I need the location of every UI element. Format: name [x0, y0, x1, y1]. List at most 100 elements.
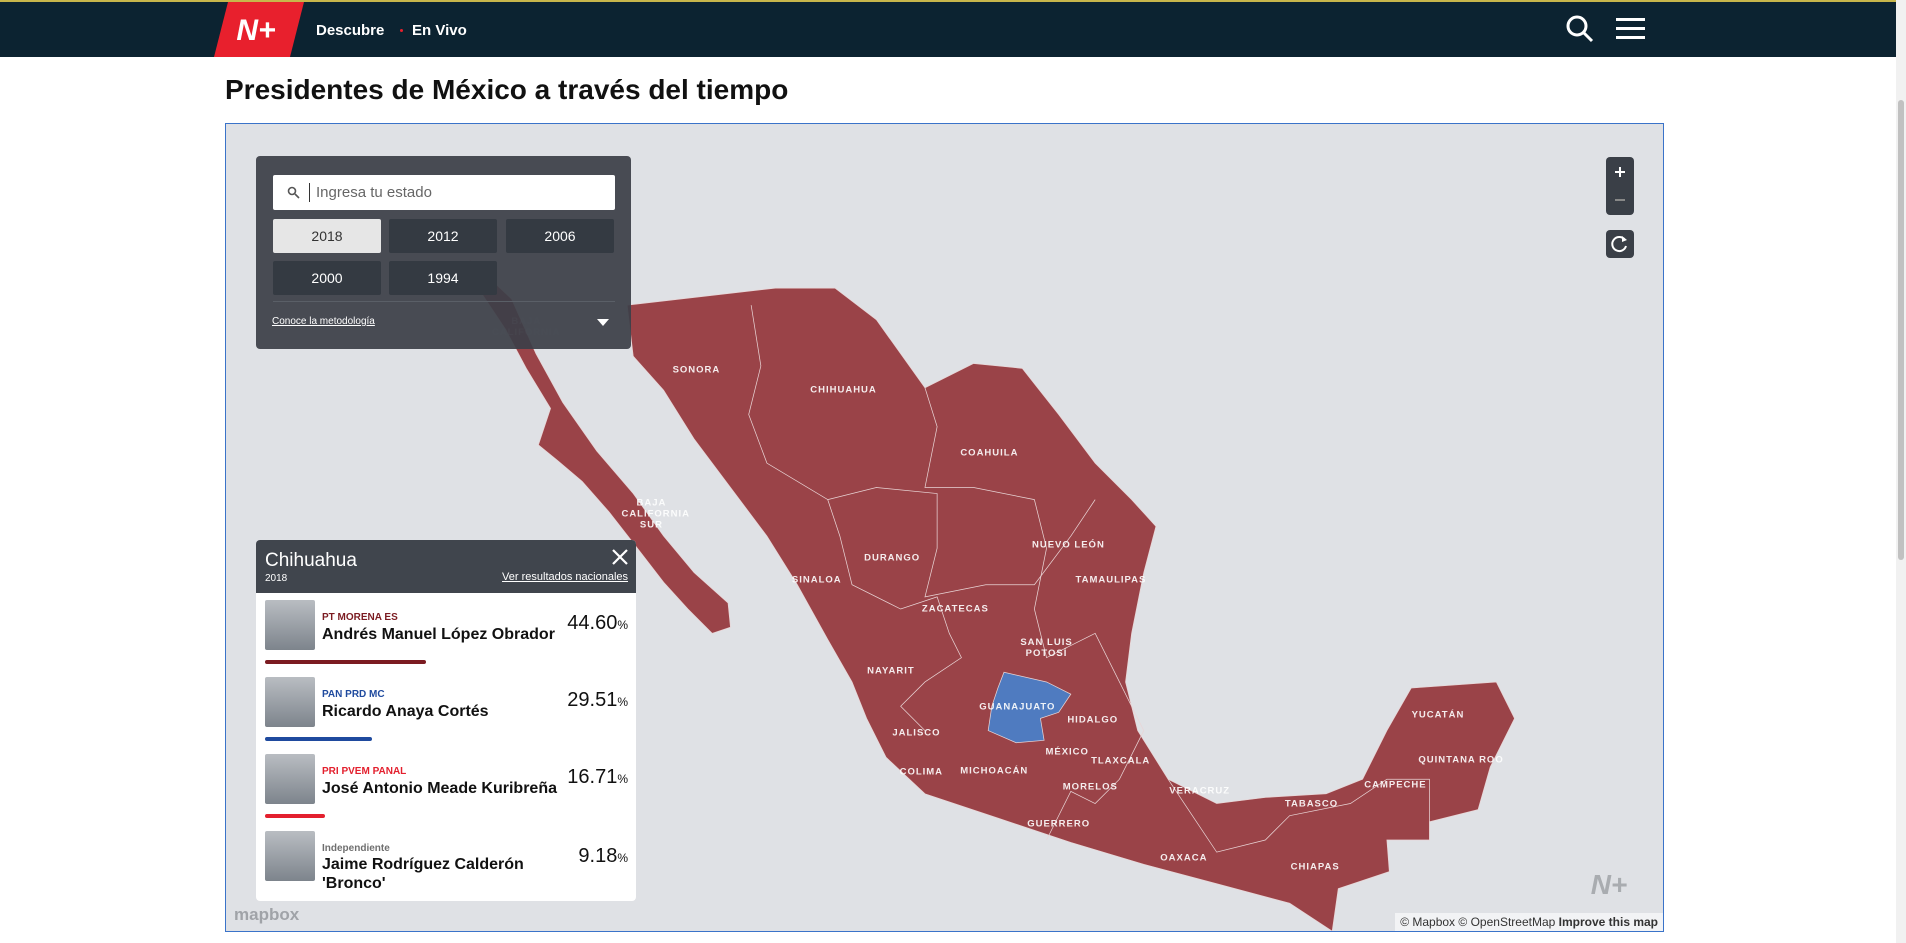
candidate-row: Independiente Jaime Rodríguez Calderón 'B…	[256, 831, 636, 901]
state-label: VERACRUZ	[1169, 785, 1231, 797]
state-label: MORELOS	[1062, 781, 1118, 792]
party-names: PRI PVEM PANAL	[322, 766, 407, 777]
candidate-name: Andrés Manuel López Obrador	[322, 626, 555, 643]
state-label: ZACATECAS	[921, 603, 989, 615]
methodology-link[interactable]: Conoce la metodología	[272, 316, 375, 327]
page-title: Presidentes de México a través del tiemp…	[225, 74, 789, 105]
state-label: SINALOA	[791, 574, 842, 586]
state-name: Chihuahua	[265, 550, 357, 571]
party-names: Independiente	[322, 843, 390, 854]
search-icon[interactable]	[1565, 14, 1595, 44]
candidate-photo	[265, 600, 315, 650]
dropdown-arrow[interactable]	[597, 319, 609, 327]
menu-icon[interactable]	[1616, 17, 1646, 41]
vote-share: 44.60%	[567, 612, 628, 635]
nav-link[interactable]: En Vivo	[412, 22, 467, 39]
share-value: 44.60	[567, 612, 618, 634]
candidate-row: PRI PVEM PANAL José Antonio Meade Kuribre…	[256, 754, 636, 831]
state-label: CAMPECHE	[1364, 779, 1427, 791]
results-card: Chihuahua 2018 Ver resultados nacionales…	[256, 540, 636, 901]
share-unit: %	[617, 695, 628, 709]
state-label: QUINTANA ROO	[1418, 754, 1504, 766]
national-results-link[interactable]: Ver resultados nacionales	[502, 571, 628, 583]
year-button[interactable]: 2012	[389, 219, 497, 253]
state-borders	[748, 305, 962, 731]
map-shapes	[468, 258, 1515, 931]
state-label: BAJA CALIFORNIA SUR	[621, 497, 691, 531]
candidate-row: PAN PRD MC Ricardo Anaya Cortés 29.51%	[256, 677, 636, 754]
candidate-name: Ricardo Anaya Cortés	[322, 703, 489, 720]
result-year: 2018	[265, 573, 288, 584]
state-label: HIDALGO	[1067, 714, 1119, 726]
state-label: NUEVO LEÓN	[1032, 539, 1105, 551]
search-placeholder: Ingresa tu estado	[316, 184, 432, 201]
vote-share: 29.51%	[567, 689, 628, 712]
state-label: MICHOACÁN	[960, 765, 1029, 777]
zoom-control	[1606, 157, 1634, 215]
state-borders	[827, 487, 1096, 598]
year-button[interactable]: 2018	[273, 219, 381, 253]
logo-text: N+	[236, 14, 275, 47]
guanajuato[interactable]	[987, 671, 1072, 744]
share-bar	[265, 737, 372, 741]
mapbox-logo[interactable]: mapbox	[234, 905, 300, 924]
state-label: COLIMA	[899, 766, 944, 778]
year-button[interactable]: 2006	[506, 219, 614, 253]
attribution-osm[interactable]: © OpenStreetMap	[1458, 915, 1556, 929]
state-label: TABASCO	[1284, 798, 1339, 810]
caret	[309, 183, 310, 202]
vote-share: 16.71%	[567, 766, 628, 789]
state-label: GUANAJUATO	[979, 701, 1056, 713]
share-bar	[265, 814, 326, 818]
state-label: CHIHUAHUA	[810, 384, 877, 396]
year-button[interactable]: 2000	[273, 261, 381, 295]
state-label: NAYARIT	[867, 665, 915, 677]
logo[interactable]: N+	[214, 2, 304, 57]
party-names: PAN PRD MC	[322, 689, 385, 700]
scrollbar[interactable]	[1896, 0, 1906, 943]
state-borders	[1167, 778, 1430, 853]
search-box[interactable]: Ingresa tu estado	[273, 175, 615, 210]
filter-panel: Ingresa tu estado 2018 2012 2006 2000 1994 C…	[256, 156, 631, 349]
top-bar: N+ Descubre En Vivo	[0, 0, 1896, 57]
reset-icon	[1611, 236, 1627, 253]
reset-button[interactable]	[1606, 230, 1634, 258]
state-borders	[924, 387, 1145, 841]
close-button[interactable]	[611, 548, 629, 566]
nav-link[interactable]: Descubre	[316, 22, 385, 39]
year-button[interactable]: 1994	[389, 261, 497, 295]
candidate-photo	[265, 831, 315, 881]
state-label: CHIAPAS	[1290, 861, 1340, 873]
share-unit: %	[617, 618, 628, 632]
baja-peninsula	[468, 258, 731, 634]
live-dot	[400, 29, 403, 32]
share-value: 16.71	[567, 766, 618, 788]
party-names: PT MORENA ES	[322, 612, 398, 623]
watermark-logo: N+	[1591, 870, 1628, 900]
state-label: SAN LUIS POTOSÍ	[1020, 636, 1073, 659]
share-value: 29.51	[567, 689, 618, 711]
state-label: SONORA	[672, 364, 721, 376]
card-header: Chihuahua 2018 Ver resultados nacionales	[256, 540, 636, 593]
share-value: 9.18	[578, 845, 618, 867]
share-bar	[265, 660, 427, 664]
watermark-text: N+	[1591, 870, 1628, 900]
candidate-photo	[265, 754, 315, 804]
divider	[273, 301, 615, 302]
state-label: GUERRERO	[1027, 818, 1091, 830]
state-label: MÉXICO	[1045, 746, 1089, 758]
state-label: TAMAULIPAS	[1075, 574, 1147, 586]
state-label: DURANGO	[864, 552, 921, 564]
attribution: © Mapbox © OpenStreetMap Improve this ma…	[1395, 913, 1663, 931]
zoom-icons[interactable]	[1606, 157, 1634, 215]
attribution-mapbox[interactable]: © Mapbox	[1400, 915, 1456, 929]
attribution-improve[interactable]: Improve this map	[1558, 915, 1658, 929]
candidate-photo	[265, 677, 315, 727]
search-icon	[287, 186, 300, 199]
vote-share: 9.18%	[578, 845, 628, 868]
share-unit: %	[617, 851, 628, 865]
state-label: JALISCO	[892, 727, 941, 739]
share-unit: %	[617, 772, 628, 786]
state-label: YUCATÁN	[1411, 709, 1465, 721]
